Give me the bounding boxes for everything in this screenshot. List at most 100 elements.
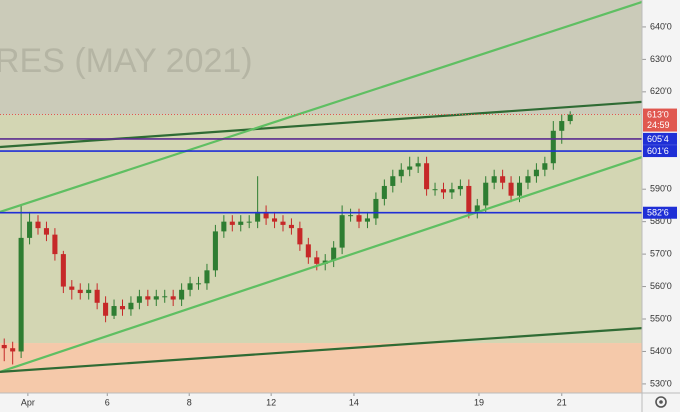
candle-body [491,176,497,183]
price-zone [0,0,642,115]
candle-body [77,289,83,294]
y-tick-label: 630'0 [650,54,672,64]
trendline [0,0,643,213]
trendline [0,326,643,374]
x-tick-label: 19 [474,397,484,407]
last-price-timer: 24:59 [647,120,670,130]
y-tick-label: 550'0 [650,313,672,323]
candle-body [204,270,210,284]
candle-body [424,163,430,190]
candle-body [111,306,117,316]
x-tick-label: Apr [21,397,35,407]
candle-body [314,257,320,264]
candle-body [373,198,379,219]
y-tick-label: 640'0 [650,21,672,31]
candle-body [415,163,421,167]
candle-body [516,182,523,196]
candle-body [170,296,176,300]
x-tick-label: 21 [557,397,567,407]
candle-body [508,182,514,196]
candle-body [86,289,92,294]
candle-body [18,237,24,352]
candle-body [229,221,235,225]
candle-body [136,296,142,303]
price-zone [0,114,642,344]
candle-body [179,289,185,300]
x-tick-label: 12 [266,397,276,407]
candle-body [407,166,413,170]
last-price-bg [643,108,677,132]
price-zone [0,343,642,393]
candle-body [364,218,370,222]
candle-body [390,176,396,186]
candle-body [27,221,33,238]
last-price-label: 613'0 [647,109,669,119]
candle-body [153,296,159,300]
candle-body [69,286,75,290]
candle-body [263,211,269,219]
candle-body [297,228,303,245]
candle-body [238,221,244,225]
trendline [0,156,643,373]
candle-body [162,296,168,298]
x-tick-label: 14 [349,397,359,407]
watermark: RES (MAY 2021) [0,42,253,80]
candle-body [187,283,193,290]
candle-body [440,189,447,193]
candle-body [145,296,151,300]
settings-gear[interactable] [655,396,667,408]
level-label: 605'4 [647,134,669,144]
candle-body [246,221,252,223]
candle-body [212,231,218,271]
candle-body [533,169,539,177]
y-tick-label: 540'0 [650,346,672,356]
candle-body [398,169,404,177]
candle-body [474,205,480,212]
level-label-bg [643,145,677,158]
level-label-bg [643,206,677,219]
candle-body [483,182,489,206]
candle-body [103,302,109,316]
candle-body [128,302,134,310]
candle-body [381,185,387,199]
candle-body [559,121,565,131]
y-tick-label: 530'0 [650,378,672,388]
candle-body [60,254,66,287]
candle-body [52,234,58,255]
candle-body [550,130,556,164]
level-label: 582'6 [647,208,669,218]
candle-body [1,344,7,349]
y-tick-label: 570'0 [650,248,672,258]
candle-body [466,185,472,212]
candle-body [195,283,202,285]
candle-body [305,244,311,258]
settings-icon[interactable] [655,396,667,408]
candle-body [255,211,261,222]
candle-body [119,306,126,310]
candle-body [331,247,337,261]
candle-body [432,189,438,191]
candle-body [542,163,548,170]
candle-body [567,114,573,122]
candle-body [500,176,506,183]
price-axis-bg [642,0,680,412]
level-label-bg [643,132,677,145]
candle-body [457,185,463,190]
candle-body [525,176,531,183]
candle-body [221,221,227,232]
candle-body [280,221,286,225]
candle-body [10,348,16,352]
candle-body [94,289,100,303]
level-label: 601'6 [647,146,669,156]
time-axis-bg [0,393,680,412]
candle-body [449,189,455,193]
y-tick-label: 560'0 [650,281,672,291]
candle-body [272,218,278,222]
y-tick-label: 620'0 [650,86,672,96]
candle-body [288,224,294,229]
candle-body [339,215,345,248]
x-tick-label: 8 [187,397,192,407]
settings-gear-center[interactable] [659,400,663,404]
y-tick-label: 580'0 [650,216,672,226]
